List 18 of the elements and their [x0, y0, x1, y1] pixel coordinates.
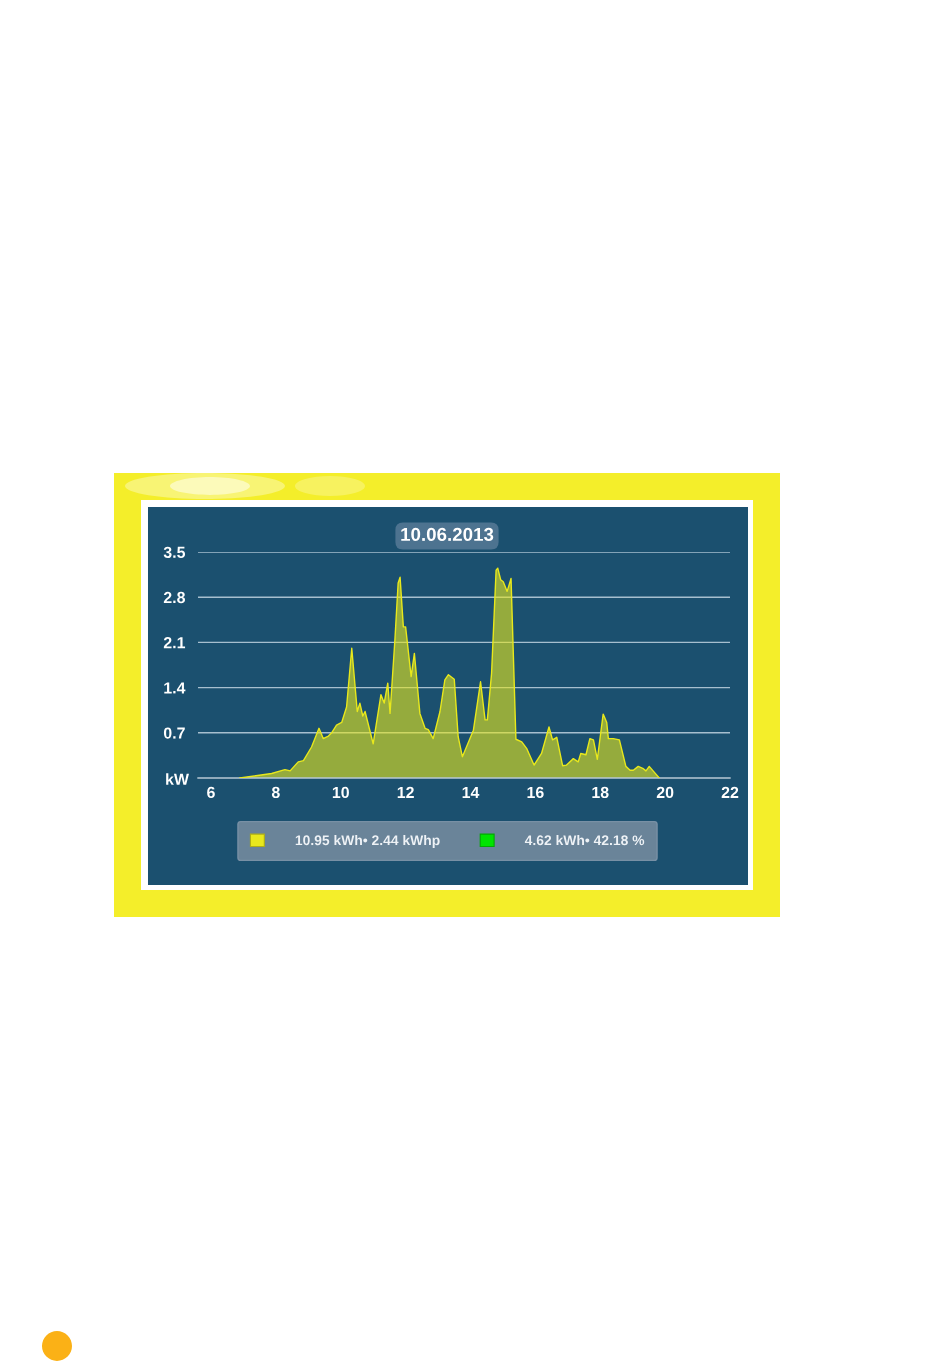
x-tick-label: 16 [527, 786, 544, 799]
y-tick-label: 2.1 [163, 637, 186, 649]
legend-label: 4.62 kWh• 42.18 % [524, 834, 645, 846]
y-tick-label: 2.8 [163, 591, 186, 604]
x-tick-label: 22 [721, 786, 739, 798]
y-tick-label: 3.5 [163, 546, 186, 558]
x-tick-label: 18 [592, 786, 609, 799]
x-tick-label: 8 [271, 786, 280, 799]
legend-label: 10.95 kWh• 2.44 kWhp [295, 834, 440, 848]
x-tick-label: 6 [207, 786, 215, 799]
x-tick-label: 12 [397, 786, 414, 798]
y-tick-label: 0.7 [163, 727, 185, 739]
y-tick-label: 1.4 [164, 682, 186, 694]
y-axis-title: kW [166, 773, 189, 785]
x-tick-label: 14 [462, 786, 480, 798]
chart-title: 10.06.2013 [401, 527, 494, 542]
x-tick-label: 10 [332, 786, 349, 799]
x-tick-label: 20 [656, 786, 674, 799]
